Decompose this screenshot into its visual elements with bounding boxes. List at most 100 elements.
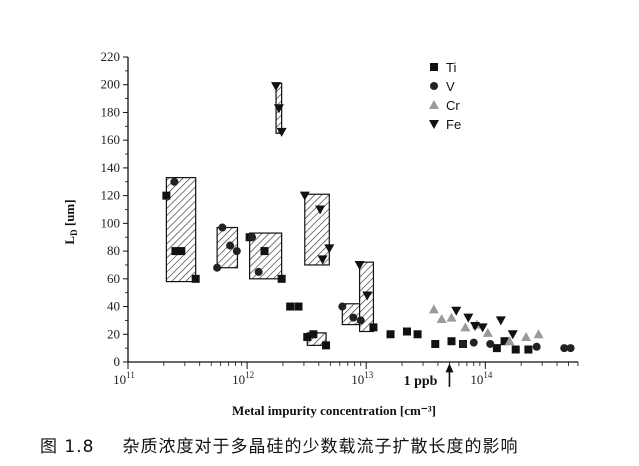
series-ti <box>162 191 533 354</box>
point-ti <box>500 337 509 346</box>
y-tick-label: 60 <box>107 271 120 286</box>
point-cr <box>521 332 532 342</box>
point-ti <box>260 247 269 256</box>
annotation-label: 1 ppb <box>404 374 438 389</box>
point-cr <box>428 304 439 314</box>
point-v <box>213 263 222 272</box>
point-cr <box>504 336 515 346</box>
y-tick-label: 20 <box>107 326 120 341</box>
point-fe <box>273 104 284 114</box>
point-ti <box>511 345 520 354</box>
legend-label-ti: Ti <box>446 60 456 75</box>
point-ti <box>191 274 200 283</box>
y-tick-label: 0 <box>114 354 121 369</box>
point-ti <box>303 333 312 342</box>
point-fe <box>495 316 506 326</box>
y-tick-label: 40 <box>107 299 120 314</box>
data-points <box>162 82 575 354</box>
point-fe <box>299 191 310 201</box>
point-ti <box>402 327 411 336</box>
annotations: 1 ppb <box>404 363 454 389</box>
point-ti <box>309 330 318 339</box>
point-ti <box>447 337 456 346</box>
legend-label-v: V <box>446 79 455 94</box>
y-tick-label: 100 <box>101 215 121 230</box>
point-v <box>566 344 575 353</box>
point-fe <box>507 330 518 340</box>
legend-marker-cr <box>429 100 439 109</box>
legend-label-fe: Fe <box>446 117 461 132</box>
series-cr <box>428 304 544 346</box>
y-tick-label: 200 <box>101 77 121 92</box>
point-cr <box>533 329 544 339</box>
point-fe <box>276 127 287 137</box>
point-fe <box>477 323 488 333</box>
point-ti <box>294 302 303 311</box>
point-v <box>469 338 478 347</box>
y-tick-label: 160 <box>101 132 121 147</box>
point-ti <box>524 345 533 354</box>
legend: Ti V Cr Fe <box>429 60 461 132</box>
point-v <box>349 313 358 322</box>
legend-marker-v <box>430 82 438 90</box>
x-tick-label: 1012 <box>232 370 254 387</box>
point-ti <box>369 323 378 332</box>
axes: 0 20 40 60 80 100 120 140 160 180 200 220 1011 1012 10… <box>101 49 579 387</box>
series-v <box>170 177 575 353</box>
point-ti <box>413 330 422 339</box>
y-tick-label: 220 <box>101 49 121 64</box>
caption-text: 杂质浓度对于多晶硅的少数载流子扩散长度的影响 <box>122 437 519 457</box>
point-ti <box>162 191 171 200</box>
point-v <box>486 339 495 348</box>
point-fe <box>362 291 373 301</box>
point-cr <box>436 314 447 324</box>
point-v <box>218 223 227 232</box>
figure-number: 图 1.8 <box>40 437 95 457</box>
x-tick-label: 1014 <box>470 370 493 387</box>
point-fe <box>317 255 328 265</box>
point-v <box>532 342 541 351</box>
point-ti <box>286 302 295 311</box>
point-fe <box>271 82 282 92</box>
point-v <box>254 267 263 276</box>
y-tick-label: 140 <box>101 160 121 175</box>
series-fe <box>271 82 518 340</box>
point-cr <box>446 312 457 322</box>
point-cr <box>460 322 471 332</box>
point-fe <box>315 205 326 215</box>
point-v <box>338 302 347 311</box>
point-fe <box>451 306 462 316</box>
legend-marker-fe <box>429 120 439 129</box>
point-fe <box>354 260 365 270</box>
hatched-range <box>165 177 197 283</box>
point-ti <box>386 330 395 339</box>
point-v <box>459 339 468 348</box>
point-fe <box>470 321 481 331</box>
y-tick-label: 180 <box>101 104 121 119</box>
annotation-arrow-head <box>445 363 454 373</box>
x-axis-label: Metal impurity concentration [cm⁻³] <box>232 403 436 418</box>
point-v <box>560 344 569 353</box>
y-tick-label: 120 <box>101 188 121 203</box>
legend-marker-ti <box>430 63 438 71</box>
figure-caption: 图 1.8 杂质浓度对于多晶硅的少数载流子扩散长度的影响 <box>40 432 639 457</box>
point-cr <box>482 327 493 337</box>
point-ti <box>177 247 186 256</box>
point-v <box>232 247 241 256</box>
x-tick-label: 1013 <box>351 370 374 387</box>
point-v <box>248 233 257 242</box>
y-axis-label: LD [um] <box>62 199 79 244</box>
hatched-range <box>304 193 330 266</box>
point-fe <box>324 244 335 254</box>
legend-label-cr: Cr <box>446 98 460 113</box>
point-fe <box>463 313 474 323</box>
point-ti <box>431 339 440 348</box>
point-v <box>226 241 235 250</box>
point-ti <box>277 274 286 283</box>
point-ti <box>171 247 180 256</box>
chart: 0 20 40 60 80 100 120 140 160 180 200 220 1011 1012 10… <box>62 49 579 418</box>
point-ti <box>322 341 331 350</box>
y-tick-label: 80 <box>107 243 120 258</box>
point-v <box>356 316 365 325</box>
point-ti <box>492 344 501 353</box>
